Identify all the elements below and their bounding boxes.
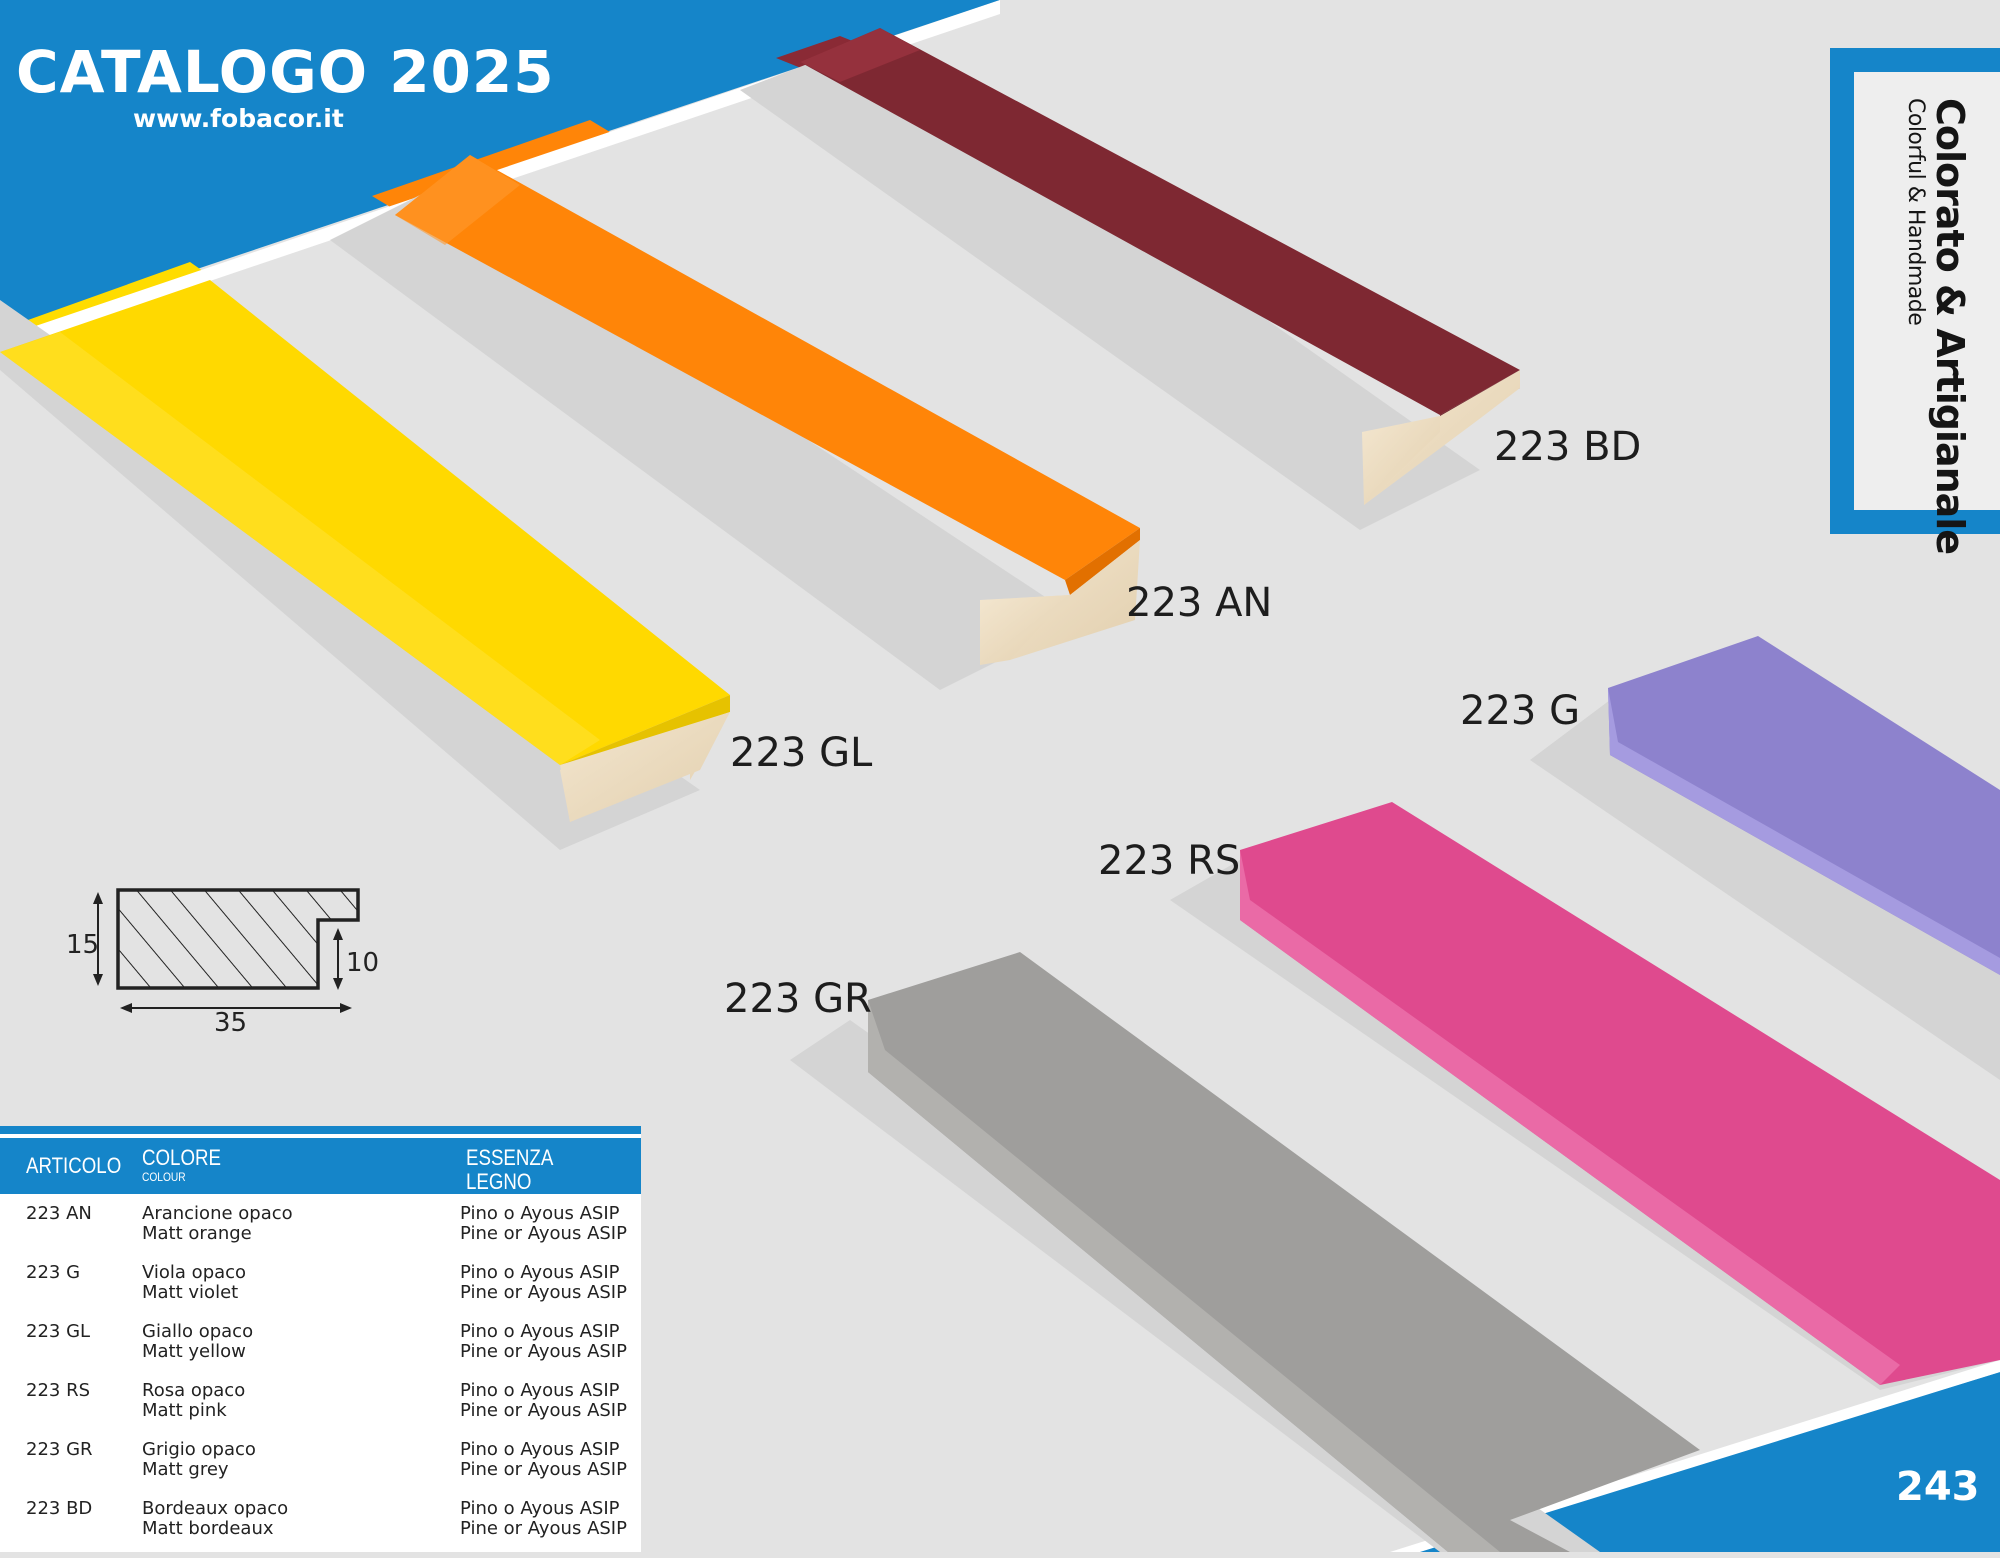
row-wood: Pino o Ayous ASIP Pine or Ayous ASIP bbox=[460, 1498, 627, 1539]
table-row: 223 GL Giallo opaco Matt yellow Pino o Ay… bbox=[0, 1322, 641, 1381]
table-row: 223 RS Rosa opaco Matt pink Pino o Ayous … bbox=[0, 1381, 641, 1440]
shadow-bd bbox=[740, 40, 1480, 530]
moulding-223-an bbox=[395, 155, 1140, 665]
row-color: Grigio opaco Matt grey bbox=[142, 1439, 256, 1480]
product-code-bd: 223 BD bbox=[1494, 424, 1642, 470]
shadow-an bbox=[330, 190, 1080, 690]
product-table: ARTICOLO COLORE COLOUR ESSENZA LEGNO WOO… bbox=[0, 1126, 641, 1552]
row-wood: Pino o Ayous ASIP Pine or Ayous ASIP bbox=[460, 1262, 627, 1303]
shadow-g bbox=[1530, 700, 2000, 1080]
page-number: 243 bbox=[1896, 1464, 1980, 1510]
side-label-box bbox=[1830, 48, 2000, 534]
profile-width-label: 35 bbox=[214, 1008, 248, 1038]
website-link[interactable]: www.fobacor.it bbox=[133, 104, 344, 133]
table-row: 223 G Viola opaco Matt violet Pino o Ayou… bbox=[0, 1263, 641, 1322]
moulding-223-gl bbox=[0, 280, 730, 822]
moulding-223-rs bbox=[1240, 802, 2000, 1385]
profile-height-label: 15 bbox=[66, 930, 100, 960]
row-wood: Pino o Ayous ASIP Pine or Ayous ASIP bbox=[460, 1380, 627, 1421]
header-essenza: ESSENZA LEGNO WOOD ESSENCE bbox=[466, 1145, 553, 1209]
product-code-gr: 223 GR bbox=[724, 976, 872, 1022]
table-row: 223 GR Grigio opaco Matt grey Pino o Ayou… bbox=[0, 1440, 641, 1499]
product-code-gl: 223 GL bbox=[730, 730, 873, 776]
product-code-rs: 223 RS bbox=[1098, 838, 1241, 884]
row-wood: Pino o Ayous ASIP Pine or Ayous ASIP bbox=[460, 1203, 627, 1244]
row-wood: Pino o Ayous ASIP Pine or Ayous ASIP bbox=[460, 1439, 627, 1480]
catalog-title: CATALOGO 2025 bbox=[16, 38, 555, 106]
profile-rebate-label: 10 bbox=[346, 948, 380, 978]
row-color: Viola opaco Matt violet bbox=[142, 1262, 247, 1303]
row-wood: Pino o Ayous ASIP Pine or Ayous ASIP bbox=[460, 1321, 627, 1362]
table-header: ARTICOLO COLORE COLOUR ESSENZA LEGNO WOO… bbox=[0, 1138, 641, 1208]
row-code: 223 G bbox=[26, 1262, 81, 1283]
row-color: Rosa opaco Matt pink bbox=[142, 1380, 246, 1421]
table-row: 223 BD Bordeaux opaco Matt bordeaux Pino … bbox=[0, 1499, 641, 1558]
row-code: 223 GL bbox=[26, 1321, 91, 1342]
side-label: Colorato & Artigianale Colorful & Handma… bbox=[1903, 98, 1972, 555]
moulding-223-gr bbox=[868, 952, 1700, 1552]
product-code-g: 223 G bbox=[1460, 688, 1581, 734]
row-code: 223 GR bbox=[26, 1439, 93, 1460]
header-colore: COLORE COLOUR bbox=[142, 1145, 221, 1185]
row-code: 223 AN bbox=[26, 1203, 92, 1224]
row-color: Giallo opaco Matt yellow bbox=[142, 1321, 254, 1362]
side-label-main: Colorato & Artigianale bbox=[1928, 98, 1972, 555]
row-code: 223 BD bbox=[26, 1498, 93, 1519]
profile-cross-section bbox=[93, 888, 360, 1013]
header-articolo: ARTICOLO bbox=[26, 1153, 122, 1178]
table-row: 223 AN Arancione opaco Matt orange Pino o… bbox=[0, 1204, 641, 1263]
row-color: Arancione opaco Matt orange bbox=[142, 1203, 293, 1244]
moulding-223-g bbox=[1608, 636, 2000, 975]
moulding-223-bd bbox=[800, 28, 1520, 505]
product-code-an: 223 AN bbox=[1126, 580, 1273, 626]
row-code: 223 RS bbox=[26, 1380, 91, 1401]
row-color: Bordeaux opaco Matt bordeaux bbox=[142, 1498, 289, 1539]
side-label-sub: Colorful & Handmade bbox=[1903, 98, 1928, 326]
